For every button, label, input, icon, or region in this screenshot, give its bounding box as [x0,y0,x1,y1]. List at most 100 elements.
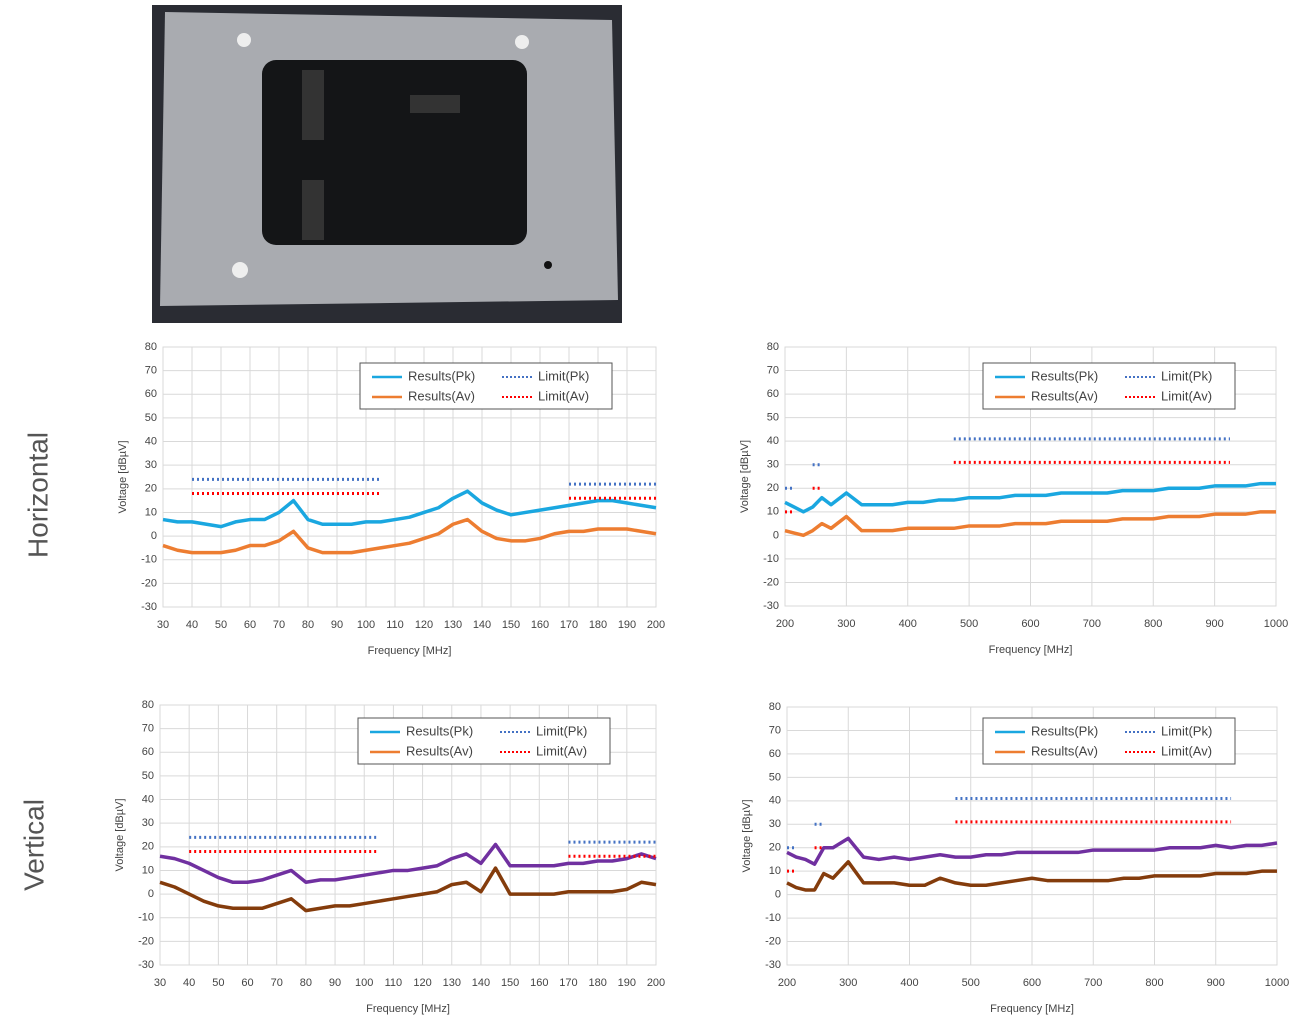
standoff [515,35,529,49]
y-tick-label: -20 [763,576,779,588]
connector [302,180,324,240]
y-tick-label: 80 [767,341,779,353]
x-tick-label: 70 [271,977,283,989]
x-tick-label: 200 [647,619,665,631]
connector [302,70,324,140]
x-tick-label: 1000 [1264,618,1288,630]
x-tick-label: 150 [502,619,520,631]
x-tick-label: 140 [473,619,491,631]
y-axis-title: Voltage [dBµV] [739,440,751,513]
y-tick-label: 10 [769,865,781,877]
legend-label: Limit(Av) [538,388,589,403]
y-tick-label: -20 [765,935,781,947]
x-tick-label: 60 [244,619,256,631]
x-tick-label: 170 [560,619,578,631]
x-tick-label: 200 [647,977,665,989]
y-tick-label: 10 [145,506,157,518]
y-tick-label: 50 [767,412,779,424]
y-tick-label: 0 [773,529,779,541]
y-tick-label: 40 [767,435,779,447]
x-tick-label: 900 [1207,977,1225,989]
y-tick-label: 30 [142,817,154,829]
x-tick-label: 80 [302,619,314,631]
result-line [784,510,1276,538]
y-tick-label: 0 [148,888,154,900]
legend-label: Limit(Pk) [1161,368,1212,383]
limit-line [787,820,1232,873]
x-tick-label: 800 [1145,977,1163,989]
legend-box [359,362,613,410]
x-tick-label: 110 [386,619,404,631]
x-tick-label: 120 [415,619,433,631]
y-tick-label: -20 [141,577,157,589]
y-tick-label: 60 [769,748,781,760]
x-tick-label: 60 [241,977,253,989]
y-tick-label: 40 [145,435,157,447]
y-tick-label: -10 [138,912,154,924]
legend-label: Results(Pk) [408,368,475,383]
x-tick-label: 200 [778,977,796,989]
x-tick-label: 30 [154,977,166,989]
legend-label: Limit(Pk) [1161,723,1212,738]
y-tick-label: 60 [142,746,154,758]
x-tick-label: 40 [186,619,198,631]
standoff [232,262,248,278]
limit-line [785,437,1230,490]
limit-line [192,477,656,486]
x-tick-label: 900 [1205,618,1223,630]
y-tick-label: 40 [142,793,154,805]
standoff [237,33,251,47]
y-tick-label: -30 [765,959,781,971]
y-tick-label: 20 [767,482,779,494]
legend: Results(Pk) Results(Av) Limit(Pk) Limit(Av) [359,362,613,410]
y-tick-label: 80 [145,341,157,353]
y-tick-label: 70 [767,364,779,376]
legend-label: Results(Av) [408,388,475,403]
legend-label: Results(Av) [406,743,473,758]
legend-box [982,362,1236,410]
result-line [162,489,657,529]
x-tick-label: 100 [355,977,373,989]
row-label: Horizontal [22,432,53,558]
connector [410,95,460,113]
x-axis-title: Frequency [MHz] [989,644,1073,656]
legend: Results(Pk) Results(Av) Limit(Pk) Limit(Av) [982,717,1236,765]
y-tick-label: -10 [141,554,157,566]
y-tick-label: 20 [142,841,154,853]
x-tick-label: 190 [618,619,636,631]
limit-line [785,460,1230,514]
x-tick-label: 50 [215,619,227,631]
x-tick-label: 1000 [1265,977,1289,989]
row-label: Vertical [18,799,49,891]
y-tick-label: -30 [763,600,779,612]
y-tick-label: 80 [142,699,154,711]
result-line [162,517,657,555]
x-tick-label: 400 [900,977,918,989]
y-tick-label: 50 [145,412,157,424]
y-tick-label: 20 [769,842,781,854]
x-tick-label: 70 [273,619,285,631]
y-tick-label: 20 [145,483,157,495]
legend-label: Limit(Av) [536,743,587,758]
x-tick-label: 400 [899,618,917,630]
y-tick-label: -30 [141,601,157,613]
x-tick-label: 40 [183,977,195,989]
y-axis-title: Voltage [dBµV] [117,441,129,514]
y-tick-label: 0 [775,889,781,901]
x-tick-label: 180 [588,977,606,989]
x-tick-label: 30 [157,619,169,631]
x-tick-label: 170 [559,977,577,989]
x-tick-label: 130 [443,977,461,989]
legend-label: Limit(Pk) [538,368,589,383]
y-tick-label: 50 [142,770,154,782]
legend-label: Limit(Av) [1161,388,1212,403]
y-axis-title: Voltage [dBµV] [741,800,753,873]
y-tick-label: 60 [767,388,779,400]
x-tick-label: 90 [331,619,343,631]
hole [544,261,552,269]
x-axis-title: Frequency [MHz] [368,645,452,657]
y-tick-label: 70 [142,723,154,735]
x-tick-label: 150 [501,977,519,989]
x-tick-label: 600 [1021,618,1039,630]
